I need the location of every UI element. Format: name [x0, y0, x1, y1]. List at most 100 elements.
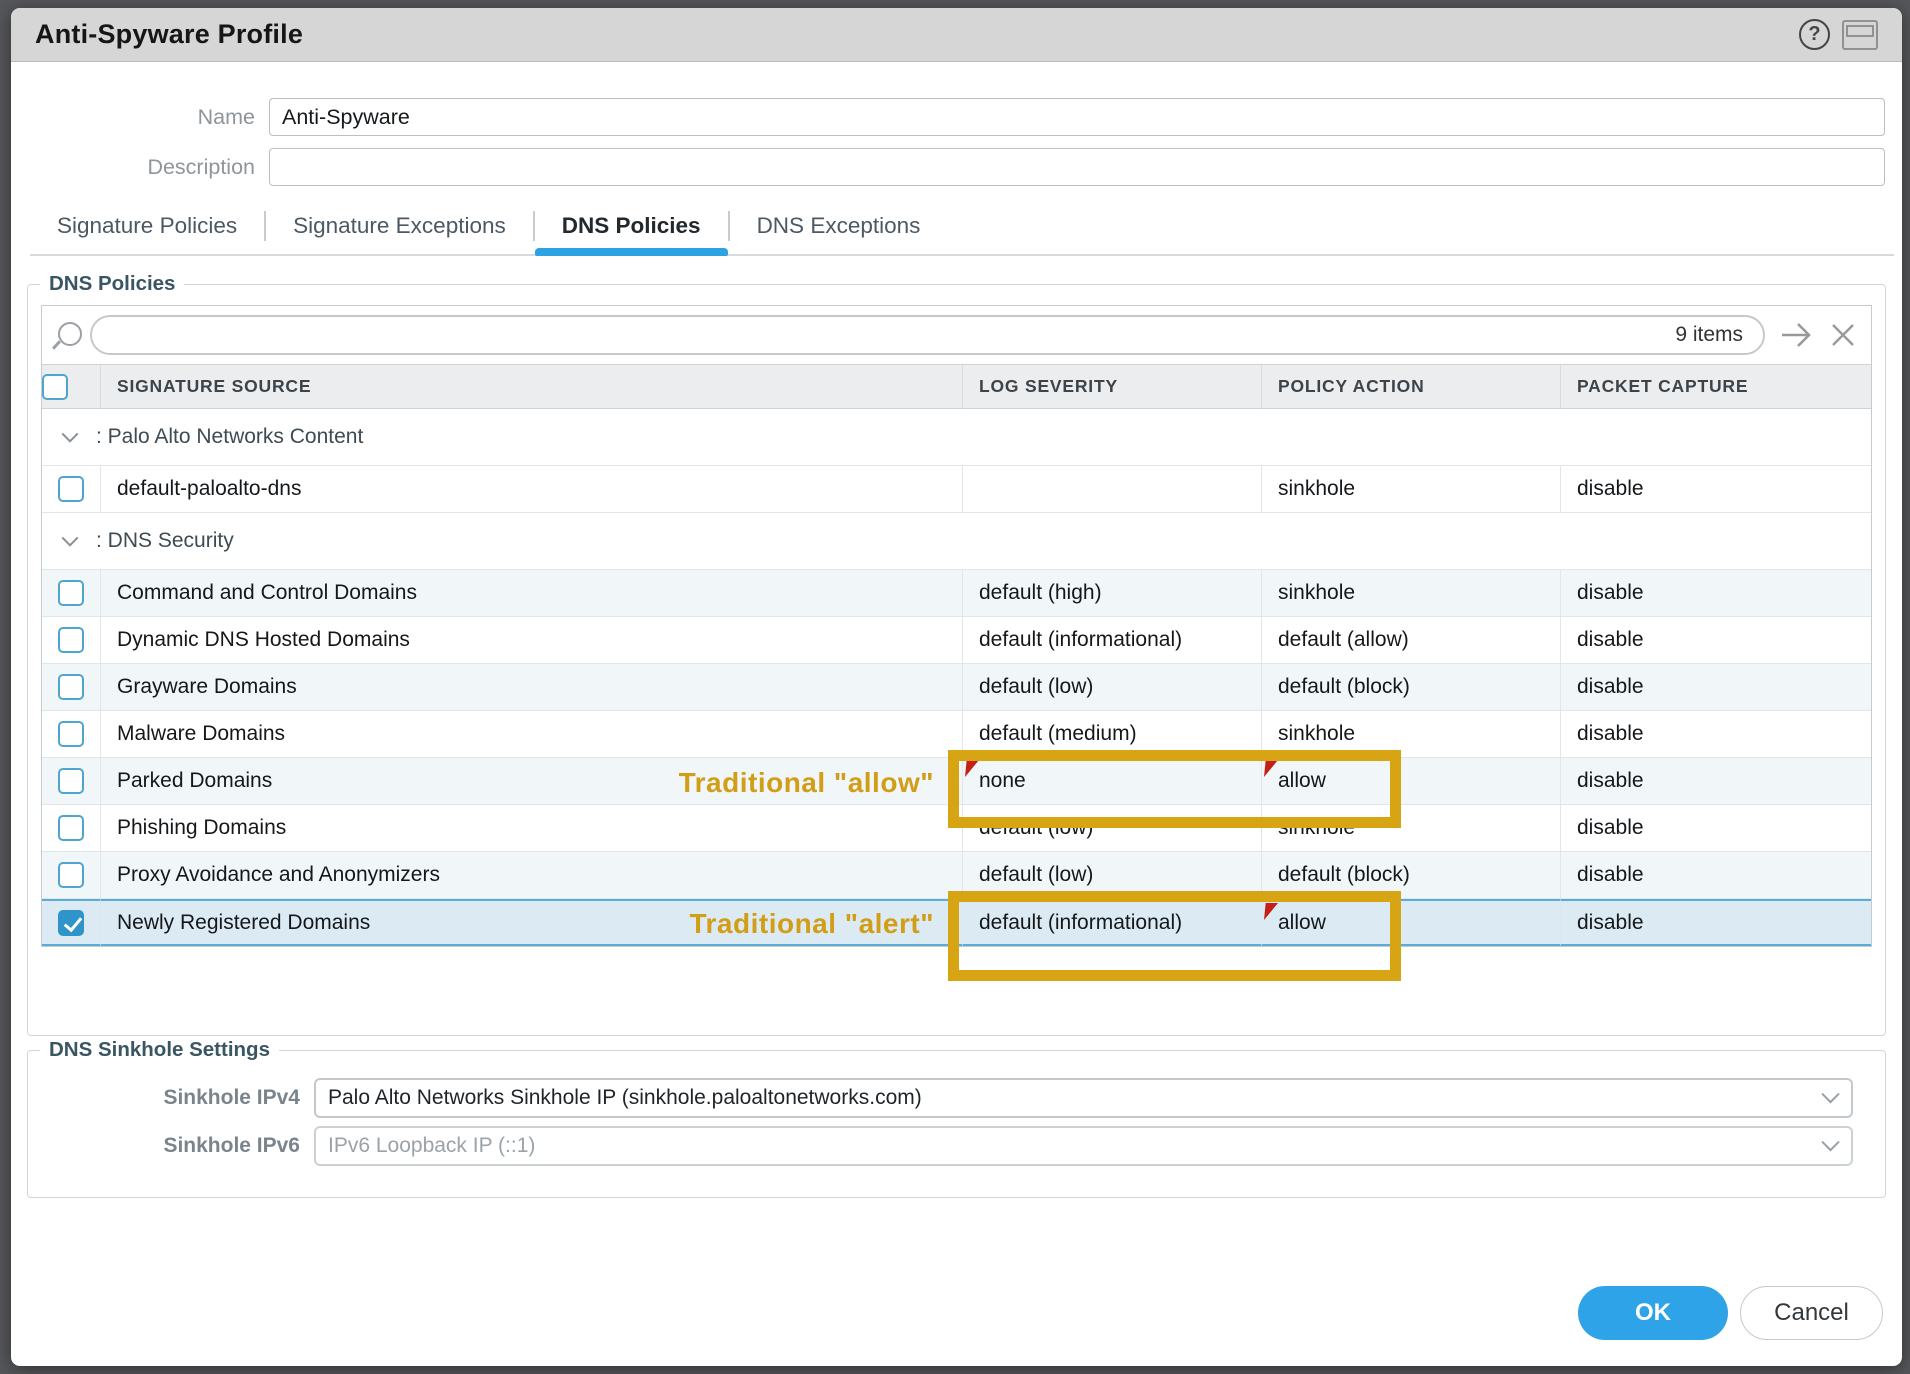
policy-action-cell[interactable]: sinkhole	[1261, 466, 1560, 513]
packet-capture-cell[interactable]: disable	[1560, 899, 1871, 946]
tab-separator	[727, 211, 730, 241]
signature-source-cell[interactable]: Proxy Avoidance and Anonymizers	[100, 852, 962, 899]
row-checkbox[interactable]	[58, 674, 84, 700]
dns-policies-legend: DNS Policies	[40, 272, 185, 296]
chevron-down-icon[interactable]	[61, 425, 79, 443]
row-checkbox[interactable]	[58, 815, 84, 841]
log-severity-cell[interactable]: default (informational)	[962, 899, 1261, 946]
chevron-down-icon[interactable]	[61, 529, 79, 547]
log-severity-cell[interactable]: default (informational)	[962, 617, 1261, 664]
help-icon[interactable]: ?	[1799, 19, 1830, 50]
name-input[interactable]	[269, 98, 1885, 136]
packet-capture-cell[interactable]: disable	[1560, 758, 1871, 805]
tab-signature-exceptions[interactable]: Signature Exceptions	[293, 213, 506, 238]
sinkhole-ipv4-value: Palo Alto Networks Sinkhole IP (sinkhole…	[328, 1086, 922, 1109]
column-header-policy-action[interactable]: POLICY ACTION	[1261, 364, 1560, 409]
tab-signature-policies[interactable]: Signature Policies	[57, 213, 238, 238]
sinkhole-ipv4-select[interactable]: Palo Alto Networks Sinkhole IP (sinkhole…	[314, 1078, 1853, 1118]
row-checkbox[interactable]	[58, 862, 84, 888]
policy-action-cell[interactable]: default (block)	[1261, 852, 1560, 899]
tab-dns-exceptions[interactable]: DNS Exceptions	[756, 213, 921, 238]
table-header-row: SIGNATURE SOURCE LOG SEVERITY POLICY ACT…	[42, 364, 1871, 409]
group-label: : Palo Alto Networks Content	[96, 425, 364, 448]
policy-action-cell[interactable]: sinkhole	[1261, 805, 1560, 852]
group-row[interactable]: : DNS Security	[42, 513, 1871, 570]
modified-flag-icon	[1264, 760, 1278, 777]
column-header-signature-source[interactable]: SIGNATURE SOURCE	[100, 364, 962, 409]
column-header-packet-capture[interactable]: PACKET CAPTURE	[1560, 364, 1871, 409]
packet-capture-cell[interactable]: disable	[1560, 711, 1871, 758]
packet-capture-cell[interactable]: disable	[1560, 466, 1871, 513]
cancel-button[interactable]: Cancel	[1740, 1286, 1883, 1340]
dialog-footer: OK Cancel	[11, 1286, 1883, 1340]
packet-capture-cell[interactable]: disable	[1560, 664, 1871, 711]
table-container: 9 items SIGNATURE SOURCE LOG SEV	[41, 305, 1872, 981]
log-severity-cell[interactable]: default (medium)	[962, 711, 1261, 758]
policy-action-cell[interactable]: default (allow)	[1261, 617, 1560, 664]
ok-button[interactable]: OK	[1578, 1286, 1728, 1340]
log-severity-cell[interactable]: none	[962, 758, 1261, 805]
signature-source-cell[interactable]: default-paloalto-dns	[100, 466, 962, 513]
log-severity-cell[interactable]	[962, 466, 1261, 513]
policy-action-cell[interactable]: default (block)	[1261, 664, 1560, 711]
signature-source-cell[interactable]: Phishing Domains	[100, 805, 962, 852]
row-checkbox[interactable]	[58, 768, 84, 794]
log-severity-cell[interactable]: default (low)	[962, 805, 1261, 852]
tab-separator	[264, 211, 267, 241]
chevron-down-icon	[1821, 1132, 1840, 1151]
row-checkbox[interactable]	[58, 721, 84, 747]
table-row[interactable]: Command and Control Domains default (high…	[42, 570, 1871, 617]
packet-capture-cell[interactable]: disable	[1560, 805, 1871, 852]
dns-table-body: : Palo Alto Networks Content default-palo…	[42, 409, 1871, 946]
row-checkbox[interactable]	[58, 476, 84, 502]
sinkhole-ipv6-select[interactable]: IPv6 Loopback IP (::1)	[314, 1126, 1853, 1166]
tab-dns-policies[interactable]: DNS Policies	[534, 208, 728, 256]
log-severity-cell[interactable]: default (high)	[962, 570, 1261, 617]
signature-source-cell[interactable]: Command and Control Domains	[100, 570, 962, 617]
apply-filter-arrow-icon[interactable]	[1779, 320, 1815, 350]
clear-filter-x-icon[interactable]	[1829, 321, 1857, 349]
row-checkbox[interactable]	[58, 580, 84, 606]
table-row[interactable]: Grayware Domains default (low) default (bl…	[42, 664, 1871, 711]
search-input[interactable]	[92, 317, 1676, 353]
row-checkbox[interactable]	[58, 627, 84, 653]
policy-action-cell[interactable]: allow	[1261, 758, 1560, 805]
profile-tabs: Signature Policies Signature Exceptions DN…	[30, 208, 1894, 256]
column-header-log-severity[interactable]: LOG SEVERITY	[962, 364, 1261, 409]
table-toolbar: 9 items	[42, 306, 1871, 364]
modified-flag-icon	[965, 760, 979, 777]
sinkhole-ipv6-value: IPv6 Loopback IP (::1)	[328, 1134, 536, 1157]
group-row[interactable]: : Palo Alto Networks Content	[42, 409, 1871, 466]
row-checkbox[interactable]	[58, 909, 84, 936]
table-row[interactable]: Newly Registered Domains default (informa…	[42, 899, 1871, 946]
signature-source-cell[interactable]: Parked Domains	[100, 758, 962, 805]
packet-capture-cell[interactable]: disable	[1560, 617, 1871, 664]
signature-source-cell[interactable]: Grayware Domains	[100, 664, 962, 711]
log-severity-cell[interactable]: default (low)	[962, 664, 1261, 711]
description-input[interactable]	[269, 148, 1885, 186]
anti-spyware-profile-dialog: Anti-Spyware Profile ? Name Description …	[11, 8, 1902, 1366]
packet-capture-cell[interactable]: disable	[1560, 852, 1871, 899]
search-pill: 9 items	[90, 315, 1765, 355]
signature-source-cell[interactable]: Malware Domains	[100, 711, 962, 758]
signature-source-cell[interactable]: Newly Registered Domains	[100, 899, 962, 946]
window-icon[interactable]	[1842, 19, 1878, 50]
policy-action-cell[interactable]: allow	[1261, 899, 1560, 946]
policy-action-cell[interactable]: sinkhole	[1261, 711, 1560, 758]
dns-policies-table: SIGNATURE SOURCE LOG SEVERITY POLICY ACT…	[42, 364, 1871, 946]
signature-source-cell[interactable]: Dynamic DNS Hosted Domains	[100, 617, 962, 664]
table-row[interactable]: Phishing Domains default (low) sinkhole dis…	[42, 805, 1871, 852]
name-label: Name	[197, 104, 255, 129]
table-row[interactable]: Parked Domains none allow disable	[42, 758, 1871, 805]
table-row[interactable]: Proxy Avoidance and Anonymizers default (…	[42, 852, 1871, 899]
log-severity-cell[interactable]: default (low)	[962, 852, 1261, 899]
table-row[interactable]: Malware Domains default (medium) sinkhole d…	[42, 711, 1871, 758]
select-all-checkbox[interactable]	[42, 373, 68, 400]
table-row[interactable]: default-paloalto-dns sinkhole disable	[42, 466, 1871, 513]
tab-separator	[532, 211, 535, 241]
packet-capture-cell[interactable]: disable	[1560, 570, 1871, 617]
table-row[interactable]: Dynamic DNS Hosted Domains default (infor…	[42, 617, 1871, 664]
policy-action-cell[interactable]: sinkhole	[1261, 570, 1560, 617]
sinkhole-ipv6-label: Sinkhole IPv6	[163, 1134, 300, 1157]
